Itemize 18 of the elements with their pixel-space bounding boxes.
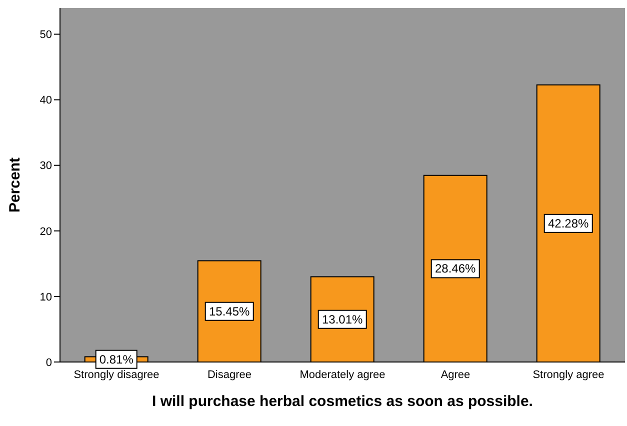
- y-tick-label: 0: [46, 356, 52, 369]
- x-axis-title: I will purchase herbal cosmetics as soon as possible.: [152, 393, 533, 410]
- data-label: 28.46%: [435, 262, 476, 276]
- x-tick-label: Strongly agree: [532, 368, 604, 381]
- y-tick-label: 50: [40, 29, 52, 42]
- data-label: 15.45%: [209, 304, 250, 318]
- y-tick-label: 10: [40, 291, 52, 304]
- x-tick-label: Strongly disagree: [74, 368, 160, 381]
- x-tick-label: Disagree: [207, 368, 252, 381]
- y-tick-label: 40: [40, 94, 52, 107]
- data-label: 13.01%: [322, 312, 364, 326]
- data-label: 42.28%: [548, 216, 590, 230]
- x-tick-label: Moderately agree: [300, 368, 386, 381]
- y-tick-label: 30: [40, 160, 52, 172]
- y-tick-label: 20: [40, 226, 52, 238]
- data-label: 0.81%: [99, 352, 134, 366]
- x-tick-label: Agree: [440, 368, 470, 381]
- y-axis-title: Percent: [6, 157, 24, 213]
